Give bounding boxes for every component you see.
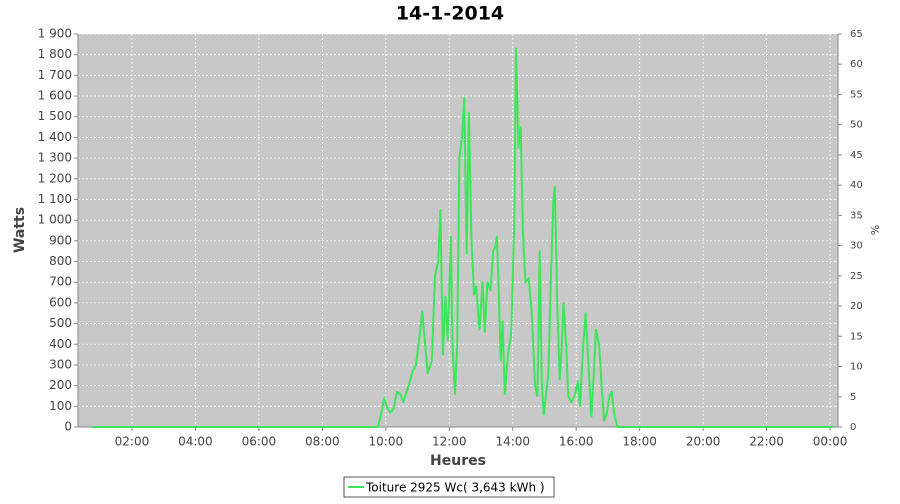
y2-tick-label: 50 <box>850 120 863 131</box>
x-tick-label: 12:00 <box>432 435 467 449</box>
y-tick-label: 1 500 <box>38 109 72 123</box>
y2-tick-label: 55 <box>850 89 863 100</box>
y-tick-label: 1 800 <box>38 47 72 61</box>
y-tick-label: 1 600 <box>38 89 72 103</box>
y-tick-label: 300 <box>49 357 72 371</box>
y2-tick-label: 10 <box>850 362 863 373</box>
x-tick-label: 10:00 <box>369 435 404 449</box>
x-tick-label: 02:00 <box>115 435 150 449</box>
legend-label: Toiture 2925 Wc( 3,643 kWh ) <box>365 481 545 495</box>
x-axis-label: Heures <box>430 453 486 469</box>
y-tick-label: 800 <box>49 254 72 268</box>
y-tick-label: 1 100 <box>38 192 72 206</box>
x-tick-label: 16:00 <box>559 435 594 449</box>
y2-tick-label: 35 <box>850 210 863 221</box>
y-tick-label: 1 000 <box>38 213 72 227</box>
x-tick-label: 04:00 <box>178 435 213 449</box>
y-axis-label: Watts <box>12 207 28 253</box>
series-line <box>92 47 834 428</box>
y2-axis-label: % <box>868 225 881 235</box>
y-tick-label: 900 <box>49 233 72 247</box>
x-tick-label: 06:00 <box>242 435 277 449</box>
y-tick-label: 600 <box>49 295 72 309</box>
y2-tick-label: 20 <box>850 301 863 312</box>
chart-title: 14-1-2014 <box>396 3 504 25</box>
y2-tick-label: 25 <box>850 271 863 282</box>
x-tick-label: 20:00 <box>686 435 721 449</box>
y-tick-label: 200 <box>49 378 72 392</box>
y2-tick-label: 5 <box>850 392 856 403</box>
y-tick-label: 1 200 <box>38 171 72 185</box>
y-tick-label: 100 <box>49 399 72 413</box>
y2-tick-label: 30 <box>850 241 863 252</box>
y2-tick-label: 0 <box>850 422 856 433</box>
x-tick-label: 00:00 <box>813 435 848 449</box>
y-tick-label: 0 <box>64 420 72 434</box>
y2-tick-label: 45 <box>850 150 863 161</box>
x-tick-label: 08:00 <box>305 435 340 449</box>
y-tick-label: 400 <box>49 337 72 351</box>
y2-tick-label: 15 <box>850 331 863 342</box>
y-tick-label: 500 <box>49 316 72 330</box>
legend <box>343 476 555 498</box>
y2-tick-label: 40 <box>850 180 863 191</box>
x-tick-label: 22:00 <box>749 435 784 449</box>
y2-tick-label: 65 <box>850 29 863 40</box>
y-tick-label: 1 300 <box>38 151 72 165</box>
y-tick-label: 1 400 <box>38 130 72 144</box>
x-tick-label: 18:00 <box>622 435 657 449</box>
y-tick-label: 1 900 <box>38 27 72 41</box>
y-tick-label: 1 700 <box>38 68 72 82</box>
y2-tick-label: 60 <box>850 59 863 70</box>
y-tick-label: 700 <box>49 275 72 289</box>
x-tick-label: 14:00 <box>495 435 530 449</box>
